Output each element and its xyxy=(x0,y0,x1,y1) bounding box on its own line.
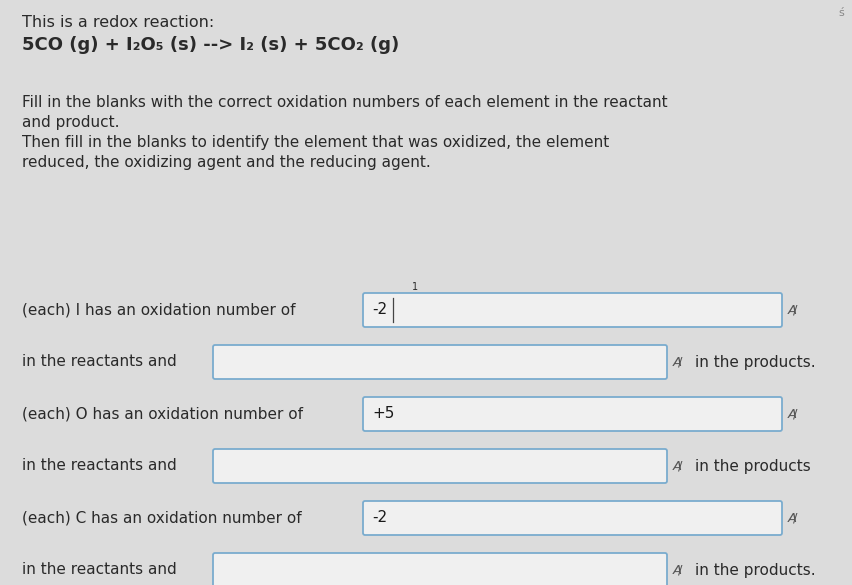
Text: reduced, the oxidizing agent and the reducing agent.: reduced, the oxidizing agent and the red… xyxy=(22,155,431,170)
Text: and product.: and product. xyxy=(22,115,119,130)
Text: /: / xyxy=(793,408,797,421)
Text: Then fill in the blanks to identify the element that was oxidized, the element: Then fill in the blanks to identify the … xyxy=(22,135,609,150)
FancyBboxPatch shape xyxy=(363,501,782,535)
Text: A: A xyxy=(673,356,682,369)
Text: A: A xyxy=(788,304,797,316)
Text: in the reactants and: in the reactants and xyxy=(22,563,176,577)
Text: (each) C has an oxidation number of: (each) C has an oxidation number of xyxy=(22,511,302,525)
Text: Fill in the blanks with the correct oxidation numbers of each element in the rea: Fill in the blanks with the correct oxid… xyxy=(22,95,668,110)
FancyBboxPatch shape xyxy=(213,449,667,483)
FancyBboxPatch shape xyxy=(363,397,782,431)
Text: /: / xyxy=(793,304,797,316)
FancyBboxPatch shape xyxy=(363,293,782,327)
Text: in the reactants and: in the reactants and xyxy=(22,459,176,473)
Text: /: / xyxy=(793,511,797,525)
Text: in the products.: in the products. xyxy=(695,563,815,577)
Text: A: A xyxy=(788,408,797,421)
Text: A: A xyxy=(673,459,682,473)
Text: A: A xyxy=(788,511,797,525)
Text: This is a redox reaction:: This is a redox reaction: xyxy=(22,15,214,30)
Text: (each) I has an oxidation number of: (each) I has an oxidation number of xyxy=(22,302,296,318)
Text: -2: -2 xyxy=(372,511,387,525)
Text: A: A xyxy=(673,563,682,576)
Text: in the products: in the products xyxy=(695,459,811,473)
Text: 1: 1 xyxy=(412,282,418,292)
FancyBboxPatch shape xyxy=(213,345,667,379)
Text: ś: ś xyxy=(838,8,843,18)
Text: /: / xyxy=(678,459,682,473)
Text: -2: -2 xyxy=(372,302,387,318)
Text: in the products.: in the products. xyxy=(695,355,815,370)
Text: /: / xyxy=(678,356,682,369)
Text: in the reactants and: in the reactants and xyxy=(22,355,176,370)
FancyBboxPatch shape xyxy=(213,553,667,585)
Text: +5: +5 xyxy=(372,407,394,422)
Text: /: / xyxy=(678,563,682,576)
Text: 5CO (g) + I₂O₅ (s) --> I₂ (s) + 5CO₂ (g): 5CO (g) + I₂O₅ (s) --> I₂ (s) + 5CO₂ (g) xyxy=(22,36,400,54)
Text: (each) O has an oxidation number of: (each) O has an oxidation number of xyxy=(22,407,303,422)
